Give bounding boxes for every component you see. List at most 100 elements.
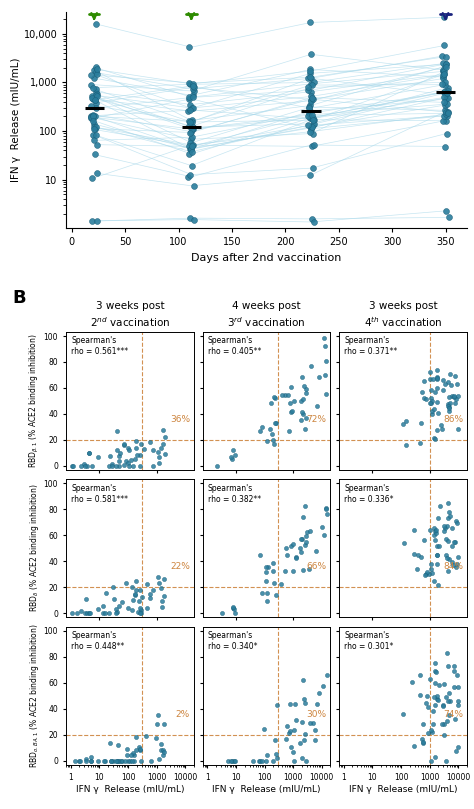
Point [185, 147, 192, 160]
Point [308, 121, 315, 134]
Point [305, 102, 313, 115]
Point [433, 665, 440, 678]
Point [432, 523, 439, 536]
Point [93, 61, 100, 74]
Point [323, 388, 330, 401]
Point [285, 388, 292, 401]
Point [306, 112, 314, 125]
Point [189, 78, 197, 91]
Point [452, 515, 459, 527]
Point [430, 521, 438, 534]
Point [134, 606, 142, 619]
Point [136, 743, 143, 756]
Point [125, 442, 132, 455]
Point [313, 697, 321, 710]
Point [402, 438, 410, 451]
Point [87, 112, 95, 125]
Point [81, 457, 88, 470]
Point [117, 754, 125, 767]
Point [130, 754, 138, 767]
Point [440, 728, 447, 741]
Point [434, 407, 442, 420]
Point [306, 67, 313, 80]
Point [310, 76, 318, 89]
Point [270, 438, 278, 451]
Point [440, 520, 447, 533]
Point [299, 371, 306, 383]
Point [87, 69, 95, 82]
Point [444, 87, 451, 100]
Point [447, 367, 454, 380]
Point [155, 709, 162, 722]
Point [413, 563, 420, 576]
Point [91, 123, 99, 136]
Point [285, 727, 292, 740]
Point [88, 110, 95, 123]
Point [303, 526, 310, 539]
Point [186, 126, 193, 139]
Point [132, 442, 140, 455]
Point [228, 754, 236, 767]
Point [447, 378, 455, 391]
Point [68, 607, 76, 620]
Point [450, 390, 457, 403]
Point [448, 556, 456, 569]
Text: 86%: 86% [443, 415, 463, 424]
Point [273, 417, 280, 430]
Point [307, 48, 315, 61]
Point [190, 121, 197, 133]
Point [430, 528, 438, 541]
Point [444, 107, 452, 120]
Point [115, 455, 123, 468]
Point [132, 588, 139, 601]
Point [231, 607, 239, 620]
Point [213, 460, 221, 472]
Point [142, 730, 150, 743]
Point [68, 460, 76, 472]
Y-axis label: IFN γ  Release (mIU/mL): IFN γ Release (mIU/mL) [11, 58, 21, 183]
Point [290, 565, 297, 578]
Point [83, 607, 91, 620]
Point [306, 104, 313, 117]
Point [441, 522, 449, 535]
Point [422, 697, 430, 710]
Point [422, 567, 429, 580]
Point [256, 424, 264, 437]
Point [449, 559, 457, 572]
Point [281, 388, 289, 401]
Point [258, 421, 266, 434]
Point [454, 694, 462, 707]
Point [188, 138, 196, 151]
Point [150, 583, 157, 596]
Point [147, 754, 155, 767]
Point [143, 602, 151, 615]
Point [427, 392, 435, 404]
Point [416, 437, 423, 450]
Point [136, 460, 144, 472]
Point [308, 72, 315, 85]
Point [290, 745, 297, 758]
Point [92, 85, 100, 98]
Point [427, 366, 434, 379]
Point [125, 443, 133, 456]
Point [146, 591, 154, 604]
Point [107, 754, 115, 767]
Point [146, 587, 154, 600]
Point [92, 89, 100, 102]
Point [269, 427, 276, 440]
Point [433, 557, 441, 570]
Point [431, 386, 439, 399]
Point [420, 392, 428, 405]
Point [301, 727, 309, 740]
Point [438, 717, 446, 730]
Point [121, 754, 128, 767]
Point [269, 565, 277, 578]
Point [444, 399, 452, 412]
Point [264, 587, 271, 599]
Point [416, 669, 424, 682]
Point [90, 108, 97, 121]
Point [155, 451, 163, 464]
Point [296, 737, 304, 750]
Point [443, 646, 451, 659]
Point [439, 114, 447, 127]
